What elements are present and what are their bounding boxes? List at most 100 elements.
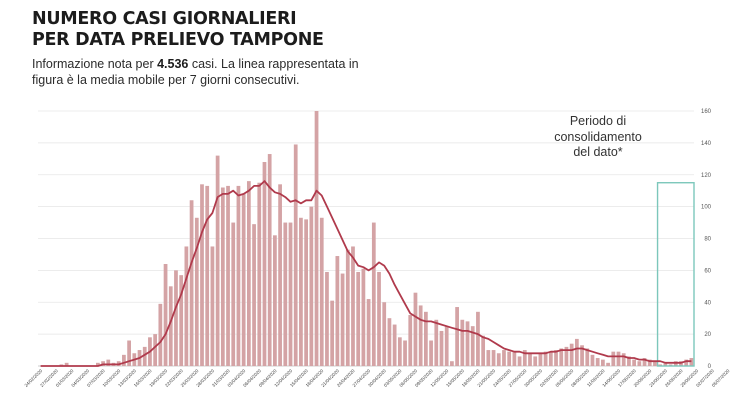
- bar: [580, 345, 584, 366]
- bar: [621, 353, 626, 366]
- bar: [413, 292, 418, 366]
- bar: [163, 264, 168, 366]
- bar: [658, 364, 663, 366]
- chart-subtitle: Informazione nota per 4.536 casi. La lin…: [32, 57, 362, 88]
- bar: [335, 256, 340, 366]
- bar: [304, 219, 309, 366]
- bar: [481, 335, 486, 366]
- bar: [455, 307, 459, 366]
- bar: [408, 315, 413, 366]
- bar: [543, 351, 548, 366]
- bar: [507, 351, 512, 366]
- y-tick-label: 140: [701, 141, 712, 147]
- bar: [460, 319, 465, 366]
- bar: [684, 359, 689, 366]
- moving-average-line: [40, 180, 692, 367]
- bar: [153, 334, 158, 366]
- bar: [241, 193, 246, 366]
- bar: [585, 348, 590, 366]
- annotation-line-1: Periodo di: [569, 114, 627, 128]
- bar: [434, 319, 439, 366]
- chart-grid: [38, 110, 694, 367]
- bar: [257, 182, 262, 366]
- bar: [590, 354, 595, 366]
- bar: [601, 359, 605, 366]
- bar: [361, 268, 366, 366]
- bar: [517, 356, 522, 366]
- bar: [439, 330, 444, 366]
- bar: [606, 362, 610, 366]
- bar: [470, 326, 475, 366]
- annotation-line-3: del dato*: [573, 145, 623, 159]
- consolidation-period-box: [656, 182, 695, 367]
- bar: [450, 361, 454, 366]
- bar: [330, 300, 335, 366]
- bar: [184, 246, 189, 366]
- bar: [205, 185, 210, 366]
- bar: [564, 346, 569, 366]
- bar: [548, 351, 553, 366]
- bar-series: [59, 111, 694, 366]
- bar: [194, 217, 199, 366]
- bar: [486, 350, 491, 366]
- bar: [377, 271, 381, 366]
- bar: [491, 350, 496, 366]
- consolidation-box: [656, 182, 695, 367]
- bar: [179, 275, 184, 366]
- x-axis-ticks: 24/02/202027/02/202001/03/202004/03/2020…: [24, 368, 731, 388]
- bar: [122, 354, 126, 366]
- y-tick-label: 60: [704, 268, 711, 274]
- bar: [200, 184, 204, 366]
- bar: [387, 318, 392, 366]
- annotation-line-2: consolidamento: [554, 129, 642, 144]
- bar: [267, 154, 272, 366]
- bar: [215, 155, 220, 366]
- bar: [314, 111, 319, 366]
- bar: [283, 222, 288, 366]
- bar: [64, 362, 69, 366]
- title-line-2: PER DATA PRELIEVO TAMPONE: [32, 30, 324, 50]
- bar: [220, 187, 225, 366]
- moving-average-series: [40, 180, 692, 367]
- y-tick-label: 100: [701, 205, 712, 211]
- y-tick-label: 80: [704, 237, 711, 243]
- bar: [632, 359, 637, 366]
- bar: [663, 362, 668, 366]
- bar: [345, 249, 350, 366]
- bar: [210, 246, 215, 366]
- bar: [142, 346, 147, 366]
- bar: [554, 350, 558, 366]
- bar: [189, 200, 194, 366]
- bar: [574, 338, 579, 366]
- bar: [262, 162, 267, 366]
- bar: [288, 222, 293, 366]
- chart-title: NUMERO CASI GIORNALIERI PER DATA PRELIEV…: [32, 9, 324, 51]
- bar: [538, 353, 543, 366]
- bar: [559, 348, 564, 366]
- bar: [231, 222, 236, 366]
- bar: [595, 358, 600, 366]
- subtitle-prefix: Informazione nota per: [32, 57, 158, 71]
- bar: [533, 356, 538, 366]
- bar: [351, 246, 355, 366]
- bar: [627, 356, 631, 366]
- bar: [647, 359, 652, 366]
- bar: [429, 340, 433, 366]
- bar: [496, 353, 501, 366]
- bar: [325, 271, 329, 366]
- bar: [616, 351, 621, 366]
- bar: [397, 337, 402, 366]
- y-axis-ticks: 0 20 40 60 80 100 120 140 160: [701, 109, 712, 370]
- bar: [418, 305, 423, 366]
- bar: [340, 273, 345, 366]
- bar: [168, 286, 173, 366]
- bar: [106, 359, 111, 366]
- bar: [226, 185, 230, 366]
- bar: [502, 350, 506, 366]
- consolidation-annotation: Periodo di consolidamento del dato*: [538, 114, 658, 161]
- y-tick-label: 0: [708, 364, 712, 370]
- bar: [637, 361, 642, 366]
- case-count: 4.536: [157, 57, 189, 71]
- bar: [476, 311, 480, 366]
- title-line-1: NUMERO CASI GIORNALIERI: [32, 9, 297, 29]
